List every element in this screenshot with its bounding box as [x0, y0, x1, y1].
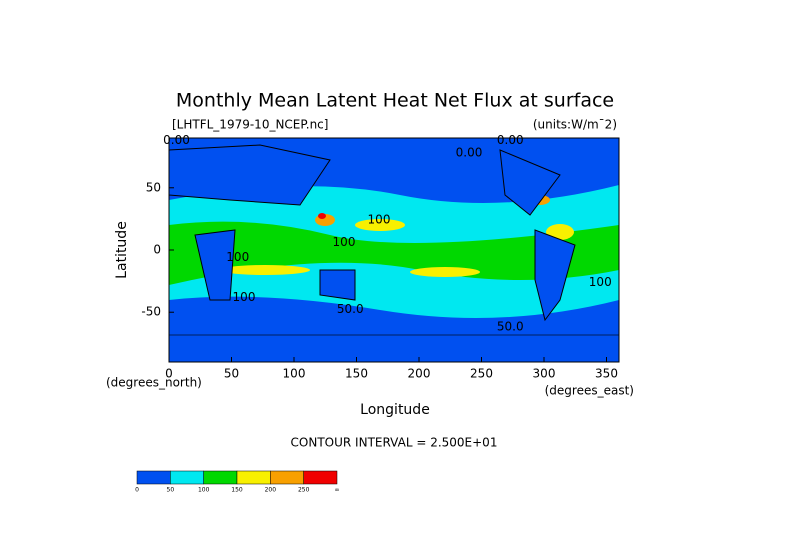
units-label: (units:W/m¯2): [533, 118, 617, 132]
x-tick-label: 350: [595, 367, 618, 381]
colorbar-label: 0: [135, 487, 139, 494]
file-label: [LHTFL_1979-10_NCEP.nc]: [172, 118, 328, 132]
colorbar-label: 200: [265, 487, 277, 494]
x-axis-label: Longitude: [360, 402, 430, 418]
x-tick-label: 0: [165, 367, 173, 381]
contour-label: 100: [589, 275, 612, 289]
y-tick-label: -50: [141, 305, 161, 319]
x-units: (degrees_east): [545, 384, 634, 398]
colorbar-swatch: [170, 470, 204, 485]
y-tick-label: 50: [146, 180, 161, 194]
x-tick-label: 100: [283, 367, 306, 381]
colorbar-label: 100: [198, 487, 210, 494]
y-tick-label: 0: [153, 243, 161, 257]
y-units: (degrees_north): [106, 376, 202, 390]
contour-label: 50.0: [337, 302, 364, 316]
colorbar-swatch: [270, 470, 304, 485]
x-tick-label: 300: [533, 367, 556, 381]
contour-label: 50.0: [497, 320, 524, 334]
x-tick-label: 150: [345, 367, 368, 381]
chart-title: Monthly Mean Latent Heat Net Flux at sur…: [176, 90, 614, 112]
colorbar-label: ∞: [335, 487, 340, 494]
contour-label: 100: [226, 250, 249, 264]
contour-label: 0.00: [163, 133, 190, 147]
contour-label: 0.00: [497, 133, 524, 147]
colorbar-swatch: [236, 470, 271, 485]
contour-label: 100: [233, 290, 256, 304]
contour-label: 100: [333, 235, 356, 249]
contour-interval: CONTOUR INTERVAL = 2.500E+01: [291, 436, 498, 450]
x-tick-label: 200: [408, 367, 431, 381]
colorbar-swatch: [203, 470, 238, 485]
colorbar-label: 50: [167, 487, 175, 494]
colorbar-swatch: [136, 470, 171, 485]
x-tick-label: 250: [470, 367, 493, 381]
colorbar-label: 250: [298, 487, 310, 494]
x-tick-label: 50: [224, 367, 239, 381]
colorbar-label: 150: [231, 487, 243, 494]
y-axis-label: Latitude: [114, 221, 130, 279]
contour-label: 0.00: [456, 145, 483, 159]
colorbar-swatch: [303, 470, 338, 485]
contour-label: 100: [368, 213, 391, 227]
contour-field: [169, 138, 619, 362]
